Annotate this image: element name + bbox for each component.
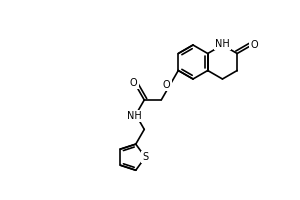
Text: NH: NH [215, 39, 230, 49]
Text: O: O [130, 78, 138, 88]
Text: O: O [250, 40, 258, 50]
Text: S: S [142, 152, 148, 162]
Text: NH: NH [128, 111, 142, 121]
Text: O: O [163, 80, 171, 90]
